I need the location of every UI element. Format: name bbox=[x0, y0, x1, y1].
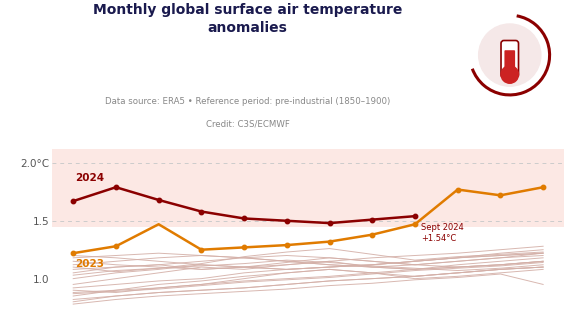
Bar bbox=[52, 149, 564, 226]
Text: 2024: 2024 bbox=[75, 173, 104, 183]
FancyBboxPatch shape bbox=[505, 50, 515, 72]
Text: 2023: 2023 bbox=[75, 259, 104, 269]
Circle shape bbox=[501, 66, 518, 83]
FancyBboxPatch shape bbox=[501, 40, 518, 77]
Circle shape bbox=[479, 24, 541, 86]
Text: Sept 2024
+1.54°C: Sept 2024 +1.54°C bbox=[422, 223, 464, 243]
Text: Monthly global surface air temperature
anomalies: Monthly global surface air temperature a… bbox=[93, 3, 403, 35]
Text: Data source: ERA5 • Reference period: pre-industrial (1850–1900): Data source: ERA5 • Reference period: pr… bbox=[105, 97, 391, 106]
Text: Credit: C3S/ECMWF: Credit: C3S/ECMWF bbox=[206, 120, 290, 129]
